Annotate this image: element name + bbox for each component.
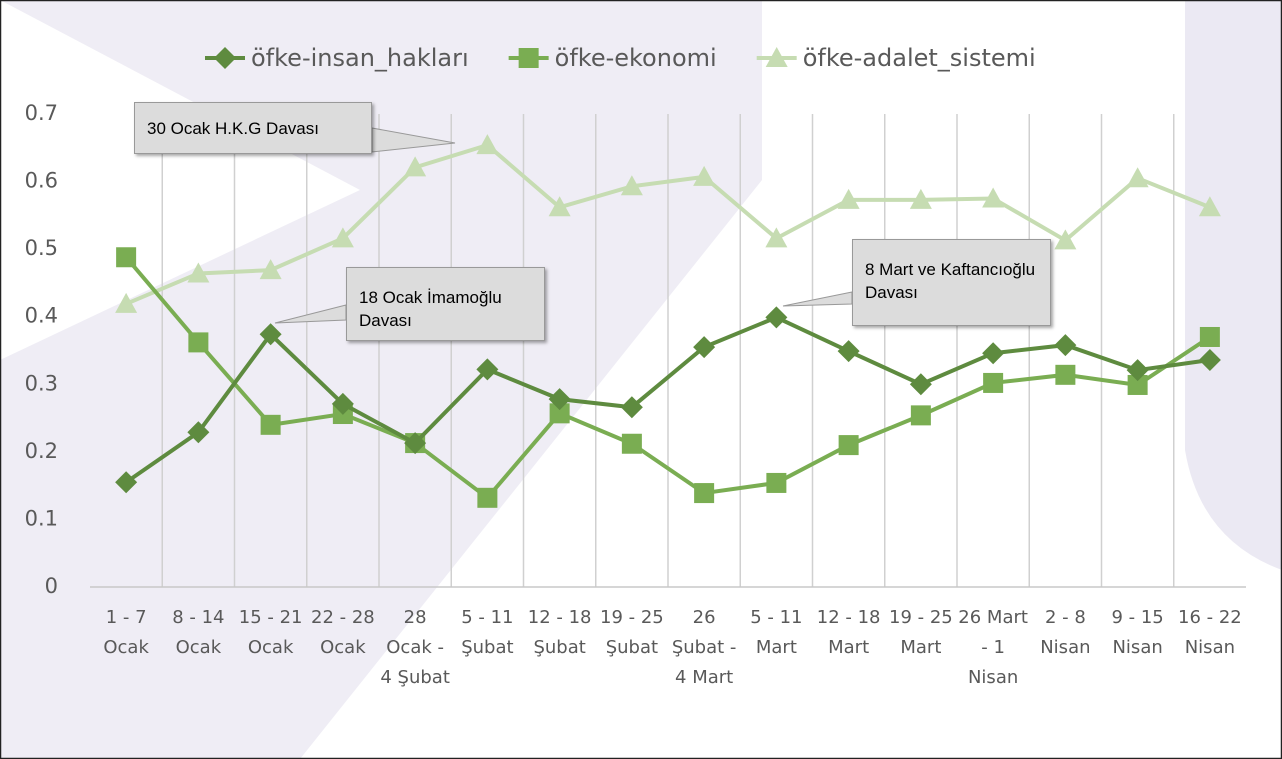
x-tick-label: 26 Şubat - 4 Mart xyxy=(671,607,737,688)
marker xyxy=(837,188,860,209)
x-tick-label: 5 - 11 Şubat xyxy=(461,607,514,658)
marker xyxy=(115,471,138,494)
x-tick-label: 19 - 25 Mart xyxy=(889,607,953,658)
legend-label: öfke-insan_hakları xyxy=(251,44,469,72)
marker xyxy=(548,388,571,411)
marker xyxy=(188,332,209,353)
marker xyxy=(1054,334,1077,357)
marker xyxy=(549,403,570,424)
legend-label: öfke-ekonomi xyxy=(555,44,717,72)
marker xyxy=(620,396,643,419)
callout-pointer xyxy=(782,291,853,307)
annotation: 8 Mart ve Kaftancıoğlu Davası xyxy=(852,239,1051,326)
x-tick-label: 12 - 18 Mart xyxy=(816,607,881,658)
marker xyxy=(1126,359,1149,382)
marker xyxy=(983,372,1004,393)
marker xyxy=(259,323,282,346)
background-shape xyxy=(0,0,360,360)
background-shape xyxy=(1185,0,1282,570)
annotation: 18 Ocak İmamoğlu Davası xyxy=(346,267,545,341)
marker xyxy=(187,421,210,444)
x-tick-label: 19 - 25 Şubat xyxy=(600,607,664,658)
marker xyxy=(982,187,1005,208)
marker xyxy=(693,336,716,359)
x-tick-label: 9 - 15 Nisan xyxy=(1111,607,1164,658)
x-tick-label: 26 Mart - 1 Nisan xyxy=(958,607,1028,688)
legend-marker xyxy=(214,47,236,69)
y-tick-label: 0.2 xyxy=(25,439,58,463)
marker xyxy=(476,358,499,381)
series-line xyxy=(124,255,1211,501)
series-line xyxy=(125,142,1211,306)
x-tick-label: 2 - 8 Nisan xyxy=(1040,607,1091,658)
legend-marker xyxy=(765,47,788,67)
marker xyxy=(260,414,281,435)
marker xyxy=(765,227,788,248)
y-tick-label: 0.3 xyxy=(25,371,58,395)
marker xyxy=(1198,196,1221,217)
y-tick-label: 0.7 xyxy=(25,101,58,125)
y-tick-label: 0.4 xyxy=(25,304,58,328)
legend-marker xyxy=(518,48,539,68)
marker xyxy=(621,433,642,454)
marker xyxy=(1126,167,1149,188)
marker xyxy=(765,306,788,329)
marker xyxy=(1199,326,1220,347)
annotation: 30 Ocak H.K.G Davası xyxy=(134,102,372,154)
y-tick-label: 0.6 xyxy=(25,169,58,193)
marker xyxy=(620,175,643,196)
marker xyxy=(477,487,498,508)
marker xyxy=(1055,364,1076,385)
marker xyxy=(837,340,860,363)
marker xyxy=(331,227,354,248)
marker xyxy=(187,262,210,283)
y-tick-label: 0 xyxy=(45,574,58,598)
marker xyxy=(909,188,932,209)
callout-pointer xyxy=(371,127,456,153)
y-tick-label: 0.5 xyxy=(25,236,58,260)
marker xyxy=(694,483,715,504)
marker xyxy=(1054,229,1077,250)
y-tick-label: 0.1 xyxy=(25,506,58,530)
marker xyxy=(259,259,282,280)
marker xyxy=(115,292,138,313)
x-tick-label: 5 - 11 Mart xyxy=(750,607,803,658)
marker xyxy=(910,405,931,426)
marker xyxy=(909,373,932,396)
x-tick-label: 16 - 22 Nisan xyxy=(1178,607,1242,658)
marker xyxy=(1198,348,1221,371)
x-tick-label: 8 - 14 Ocak xyxy=(172,607,225,658)
marker xyxy=(766,472,787,493)
x-tick-label: 22 - 28 Ocak xyxy=(311,607,375,658)
legend-label: öfke-adalet_sistemi xyxy=(803,44,1036,72)
x-tick-label: 28 Ocak - 4 Şubat xyxy=(380,607,450,688)
marker xyxy=(404,432,427,455)
x-tick-label: 15 - 21 Ocak xyxy=(238,607,303,658)
marker xyxy=(838,435,859,456)
marker xyxy=(116,247,137,268)
marker xyxy=(1127,374,1148,395)
marker xyxy=(404,156,427,177)
marker xyxy=(982,342,1005,365)
marker xyxy=(548,196,571,217)
marker xyxy=(476,134,499,155)
marker xyxy=(331,392,354,415)
series-line xyxy=(124,315,1211,484)
x-tick-label: 12 - 18 Şubat xyxy=(527,607,592,658)
x-tick-label: 1 - 7 Ocak xyxy=(103,607,149,658)
marker xyxy=(693,165,716,186)
